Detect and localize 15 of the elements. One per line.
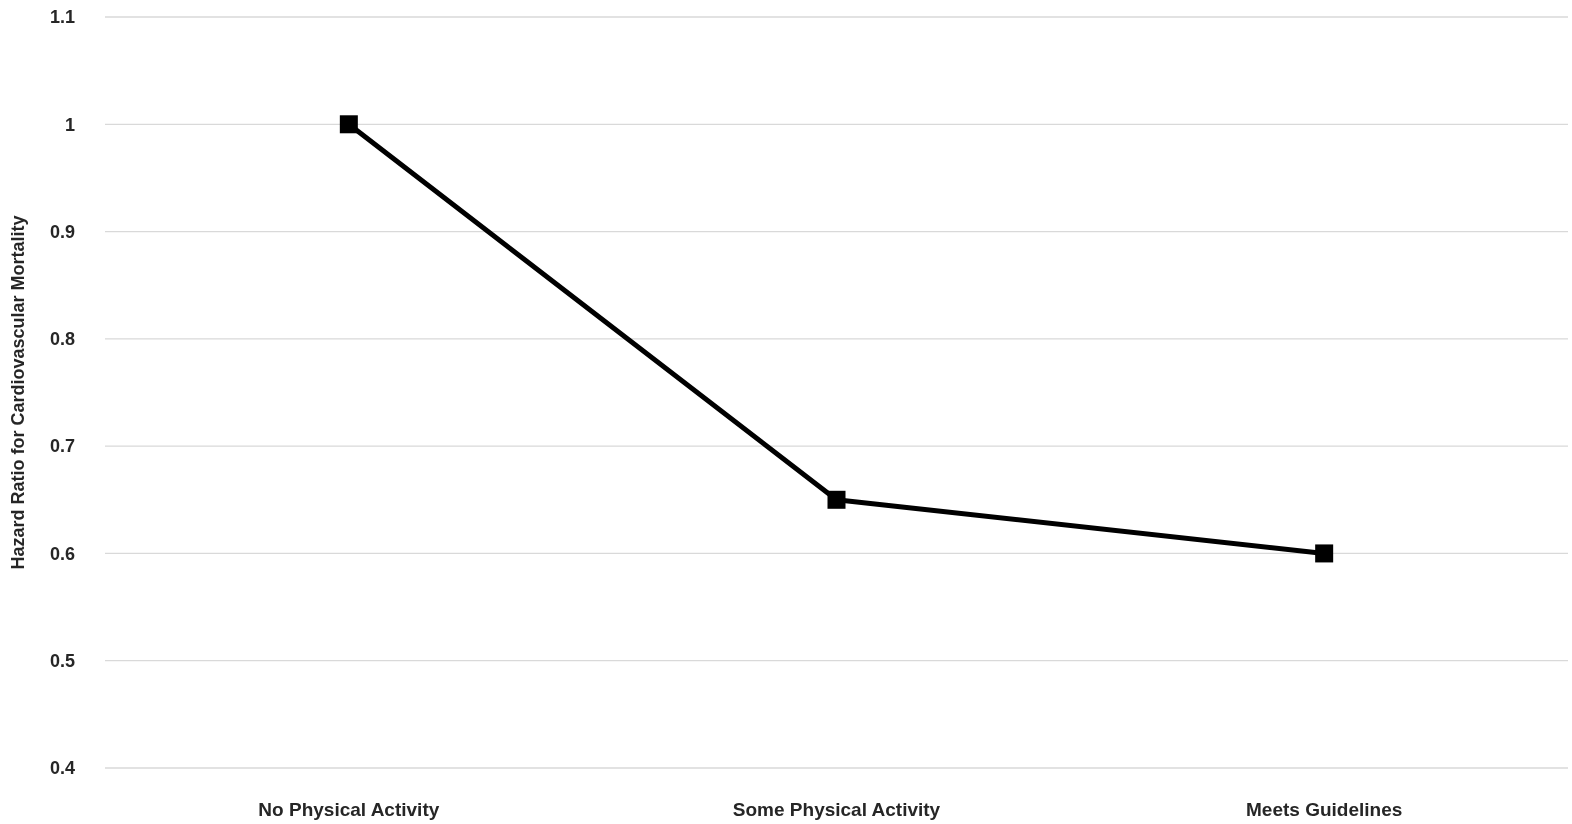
x-tick-label: No Physical Activity — [258, 799, 440, 820]
y-tick-label: 0.4 — [49, 758, 75, 779]
y-tick-label: 0.9 — [49, 221, 75, 242]
y-tick-label: 0.6 — [49, 543, 75, 564]
y-tick-label: 0.5 — [49, 651, 75, 672]
x-tick-label: Some Physical Activity — [732, 799, 941, 820]
point — [827, 490, 846, 509]
point — [339, 115, 358, 134]
y-tick-label: 0.7 — [49, 436, 75, 457]
x-tick-label: Meets Guidelines — [1246, 799, 1403, 820]
y-tick-label: 1 — [64, 114, 75, 135]
y-tick-label: 0.8 — [49, 329, 75, 350]
point — [1315, 544, 1334, 563]
y-tick-label: 1.1 — [49, 7, 75, 28]
y-axis-title: Hazard Ratio for Cardiovascular Mortality — [8, 215, 28, 570]
